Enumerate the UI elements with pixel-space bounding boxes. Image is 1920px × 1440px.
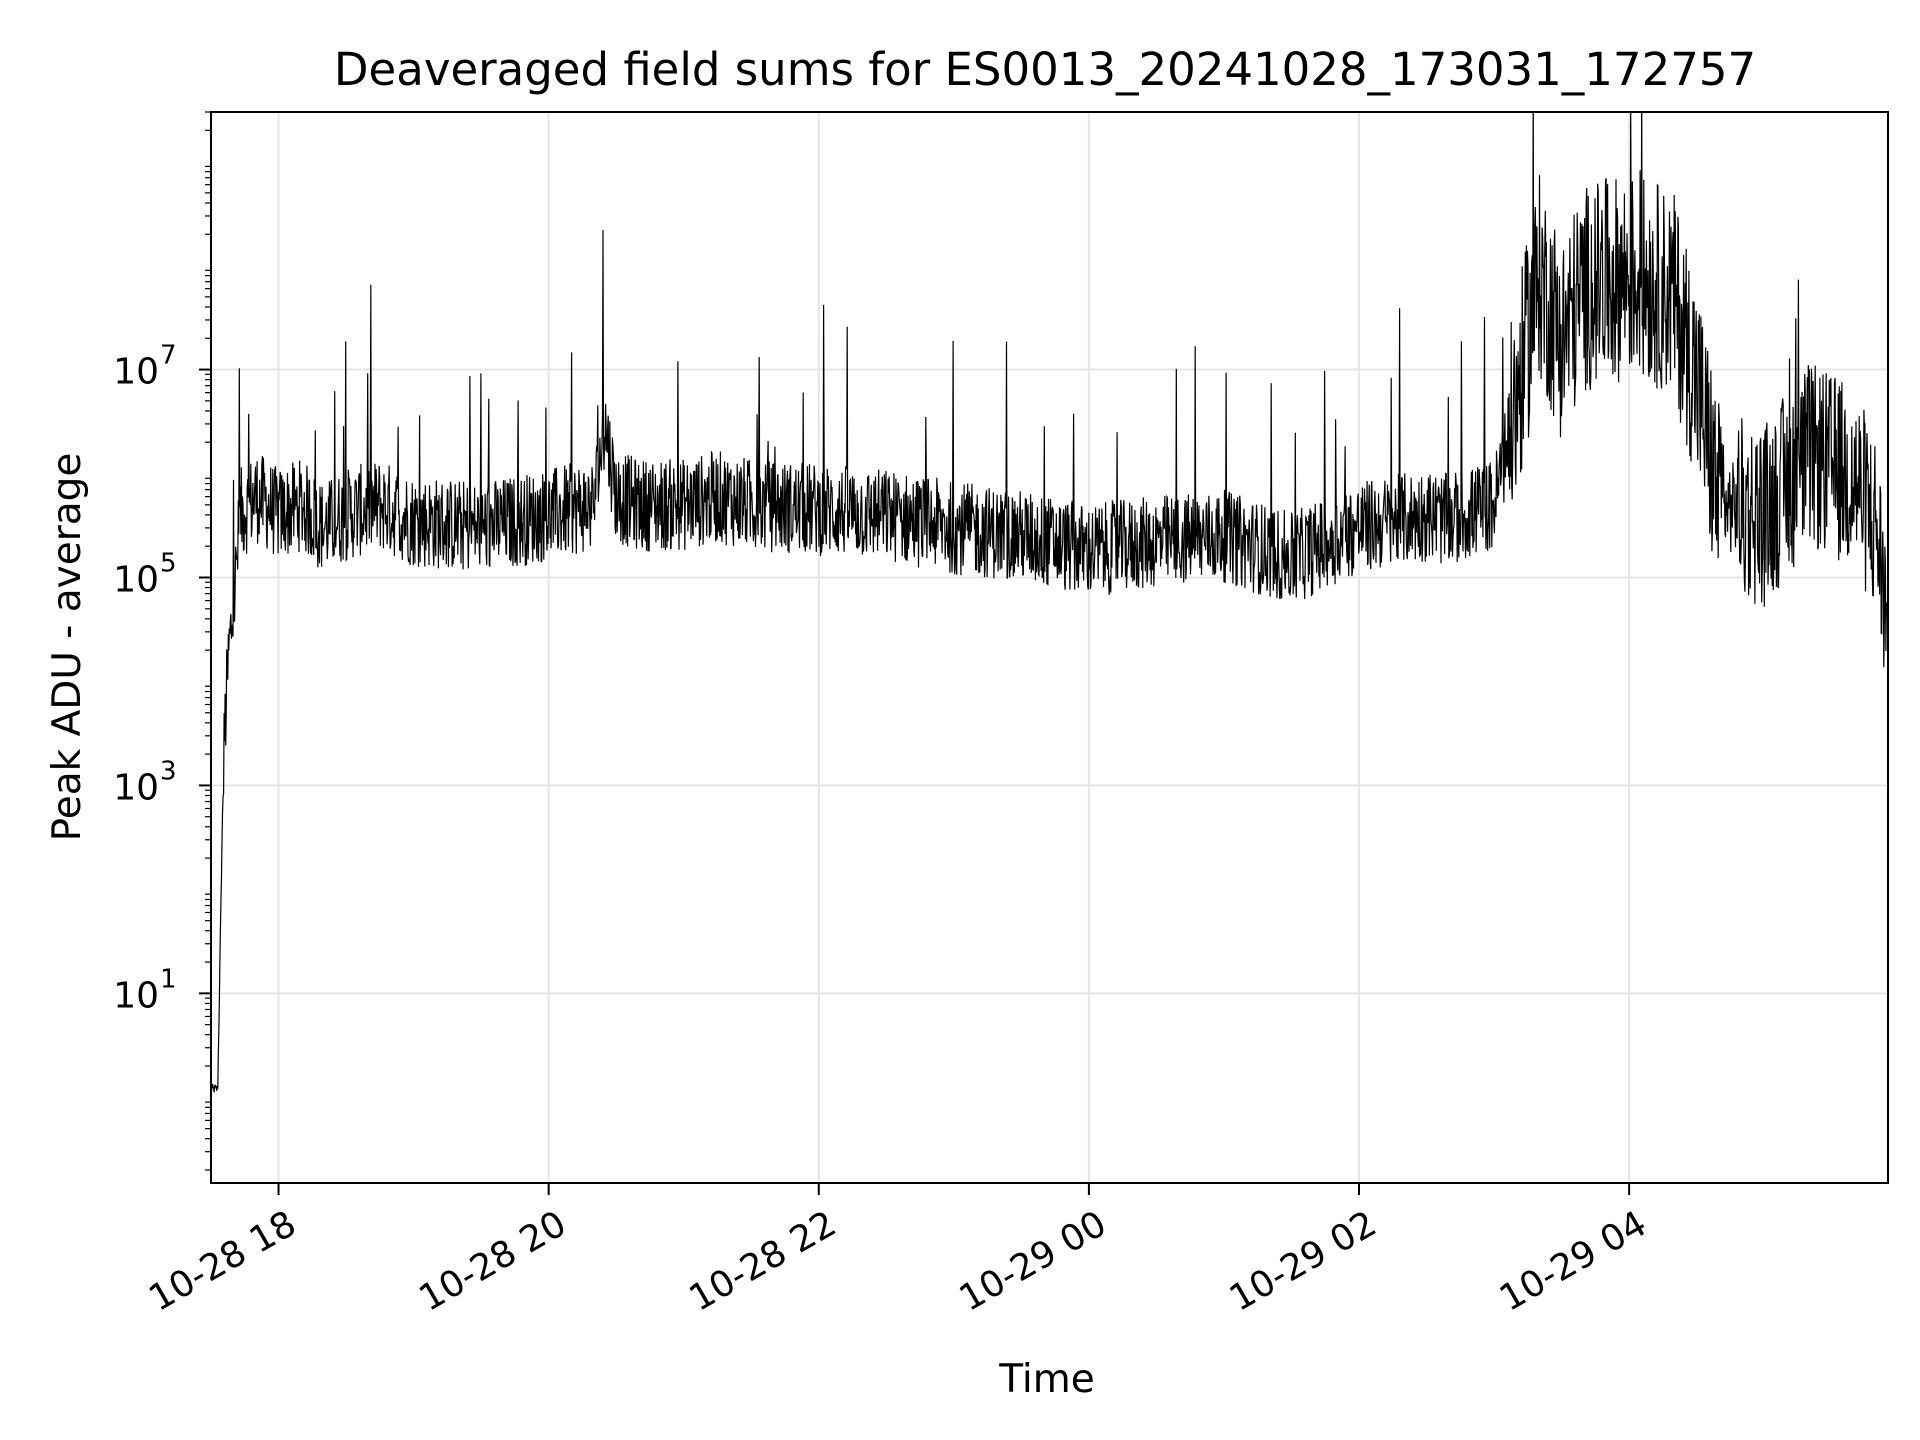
plot-frame [210, 111, 1889, 1184]
x-tick-label: 10-29 04 [1493, 1203, 1654, 1319]
grid-layer [211, 112, 1888, 1183]
y-tick-exponent: 1 [160, 964, 177, 994]
chart-title: Deaveraged field sums for ES0013_2024102… [334, 43, 1756, 96]
x-tick-label: 10-28 22 [683, 1203, 844, 1319]
y-tick-exponent: 3 [160, 756, 177, 786]
y-tick-label: 10 [113, 352, 159, 393]
y-tick-exponent: 5 [160, 548, 177, 578]
y-tick-exponent: 7 [160, 341, 177, 371]
x-tick-label: 10-29 00 [953, 1203, 1114, 1319]
series-line [211, 112, 1888, 1093]
x-tick-label: 10-28 20 [412, 1203, 573, 1319]
y-tick-label: 10 [113, 975, 159, 1016]
y-tick-label: 10 [113, 767, 159, 808]
y-axis-label: Peak ADU - average [45, 453, 90, 842]
series-layer [211, 112, 1888, 1093]
tick-layer: 10-28 18 10-28 20 10-28 22 10-29 00 10-29 02… [113, 111, 1654, 1320]
y-tick-label: 10 [113, 559, 159, 600]
x-tick-label: 10-29 02 [1223, 1203, 1384, 1319]
x-tick-label: 10-28 18 [142, 1203, 303, 1319]
x-axis-label: Time [998, 1357, 1094, 1402]
